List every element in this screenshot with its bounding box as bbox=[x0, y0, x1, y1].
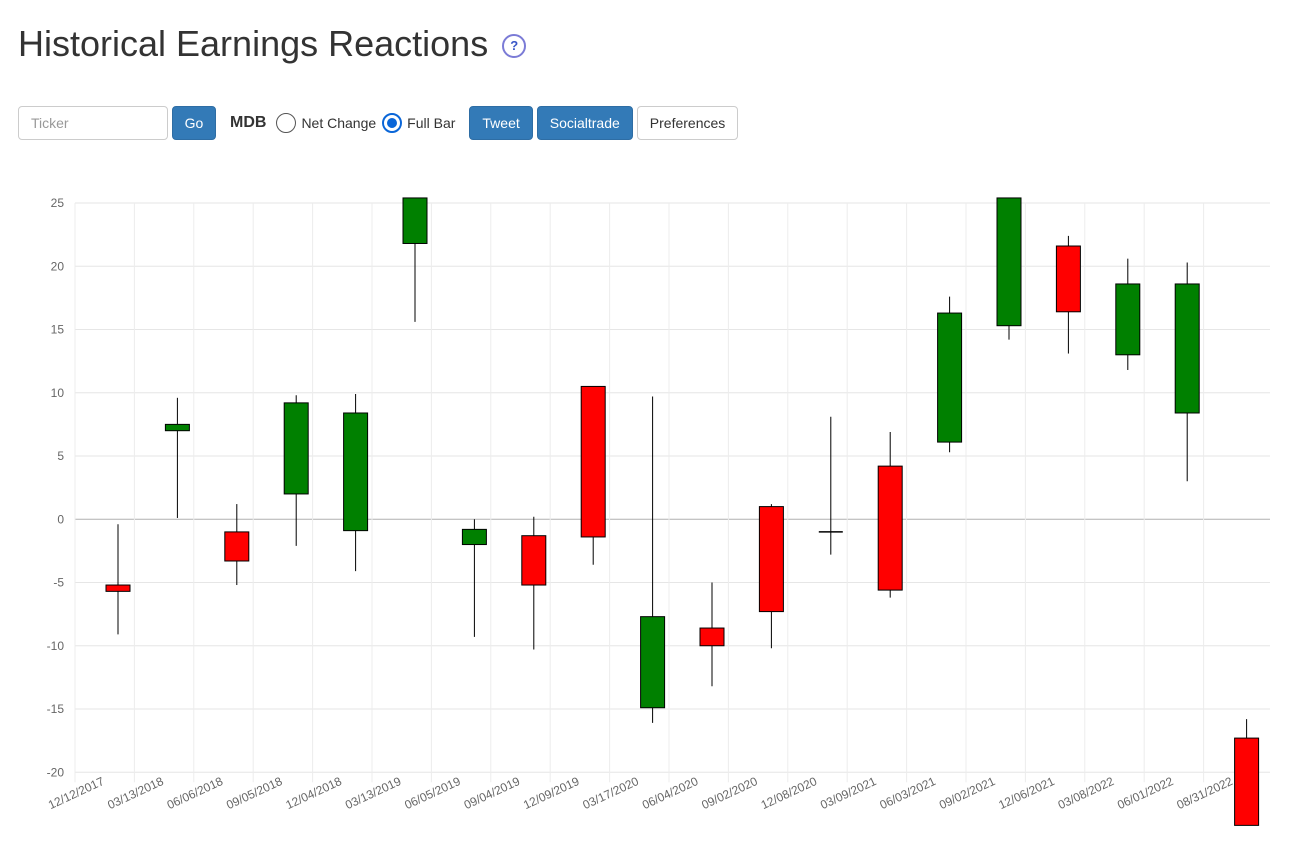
candle[interactable] bbox=[758, 504, 784, 649]
candle-body bbox=[580, 385, 606, 538]
socialtrade-button[interactable]: Socialtrade bbox=[536, 106, 633, 140]
y-axis-labels: 25 20 15 10 5 0 -5 -10 -15 -20 bbox=[47, 196, 65, 779]
x-tick-label: 12/06/2021 bbox=[996, 774, 1057, 812]
candle[interactable] bbox=[402, 197, 428, 322]
candle[interactable] bbox=[283, 395, 309, 546]
preferences-button[interactable]: Preferences bbox=[636, 106, 739, 140]
candle[interactable] bbox=[580, 385, 606, 565]
y-tick-label: 0 bbox=[57, 512, 64, 526]
x-tick-label: 03/08/2022 bbox=[1056, 774, 1117, 812]
x-tick-label: 03/13/2019 bbox=[343, 774, 404, 812]
candle[interactable] bbox=[521, 516, 547, 650]
x-tick-label: 03/09/2021 bbox=[818, 774, 879, 812]
x-tick-label: 12/12/2017 bbox=[46, 774, 107, 812]
x-tick-label: 06/03/2021 bbox=[878, 774, 939, 812]
candle-body bbox=[937, 312, 963, 443]
candle[interactable] bbox=[996, 197, 1022, 340]
x-tick-label: 12/09/2019 bbox=[521, 774, 582, 812]
y-tick-label: 10 bbox=[51, 386, 65, 400]
x-axis-labels: 12/12/2017 03/13/2018 06/06/2018 09/05/2018… bbox=[46, 774, 1235, 812]
candle-body bbox=[758, 506, 784, 613]
candles-layer bbox=[105, 197, 1260, 826]
candle-body bbox=[402, 197, 428, 244]
y-tick-label: 25 bbox=[51, 196, 65, 210]
candle-body bbox=[1055, 245, 1081, 313]
candle-body bbox=[640, 616, 666, 709]
candle[interactable] bbox=[937, 296, 963, 453]
net-change-label: Net Change bbox=[301, 115, 377, 131]
candle-body bbox=[877, 465, 903, 591]
page-title: Historical Earnings Reactions ? bbox=[18, 22, 527, 66]
x-tick-label: 09/02/2021 bbox=[937, 774, 998, 812]
x-tick-label: 06/04/2020 bbox=[640, 774, 701, 812]
help-icon[interactable]: ? bbox=[502, 34, 527, 58]
x-tick-label: 06/01/2022 bbox=[1115, 774, 1176, 812]
candle[interactable] bbox=[699, 582, 725, 687]
candle-body bbox=[283, 402, 309, 495]
go-button[interactable]: Go bbox=[172, 106, 216, 140]
candle-body bbox=[521, 535, 547, 586]
candle[interactable] bbox=[877, 431, 903, 598]
candle[interactable] bbox=[818, 416, 843, 555]
y-tick-label: 15 bbox=[51, 323, 65, 337]
candle-body bbox=[343, 412, 369, 532]
candle[interactable] bbox=[640, 396, 666, 723]
candle-body bbox=[996, 197, 1022, 327]
x-tick-label: 09/05/2018 bbox=[224, 774, 285, 812]
candle-body bbox=[1234, 737, 1260, 826]
candle-body bbox=[164, 423, 190, 432]
candle[interactable] bbox=[105, 524, 131, 635]
candle-body bbox=[105, 584, 131, 592]
tweet-button[interactable]: Tweet bbox=[469, 106, 533, 140]
candle-body bbox=[1115, 283, 1141, 356]
candle[interactable] bbox=[1234, 719, 1260, 826]
x-tick-label: 03/13/2018 bbox=[105, 774, 166, 812]
candle[interactable] bbox=[164, 397, 190, 518]
y-tick-label: -15 bbox=[47, 702, 65, 716]
x-tick-label: 08/31/2022 bbox=[1175, 774, 1236, 812]
full-bar-label: Full Bar bbox=[407, 115, 456, 131]
candle-body bbox=[461, 528, 487, 546]
grid-layer bbox=[74, 202, 1270, 783]
candle-body bbox=[699, 627, 725, 647]
y-tick-label: -20 bbox=[47, 765, 65, 779]
y-tick-label: -10 bbox=[47, 639, 65, 653]
candle-body bbox=[1174, 283, 1200, 414]
x-tick-label: 06/06/2018 bbox=[165, 774, 226, 812]
candle[interactable] bbox=[1115, 258, 1141, 370]
candle[interactable] bbox=[1055, 235, 1081, 354]
page-title-text: Historical Earnings Reactions bbox=[18, 23, 489, 64]
x-tick-label: 09/04/2019 bbox=[462, 774, 523, 812]
x-tick-label: 12/04/2018 bbox=[284, 774, 345, 812]
x-tick-label: 03/17/2020 bbox=[581, 774, 642, 812]
candle[interactable] bbox=[1174, 262, 1200, 482]
toolbar: Go MDB Net Change Full Bar Tweet Socialt… bbox=[18, 106, 739, 140]
net-change-radio[interactable] bbox=[276, 113, 297, 133]
x-tick-label: 09/02/2020 bbox=[699, 774, 760, 812]
net-change-option[interactable]: Net Change bbox=[276, 113, 382, 133]
candle-body bbox=[224, 531, 250, 562]
y-tick-label: 5 bbox=[57, 449, 64, 463]
candle[interactable] bbox=[461, 519, 487, 637]
candle[interactable] bbox=[224, 504, 250, 586]
candle[interactable] bbox=[343, 394, 369, 572]
x-tick-label: 06/05/2019 bbox=[402, 774, 463, 812]
ticker-input[interactable] bbox=[18, 106, 168, 140]
full-bar-radio[interactable] bbox=[382, 113, 403, 133]
y-tick-label: -5 bbox=[53, 576, 64, 590]
y-tick-label: 20 bbox=[51, 259, 65, 273]
full-bar-option[interactable]: Full Bar bbox=[382, 113, 461, 133]
current-symbol: MDB bbox=[230, 114, 267, 131]
x-tick-label: 12/08/2020 bbox=[759, 774, 820, 812]
